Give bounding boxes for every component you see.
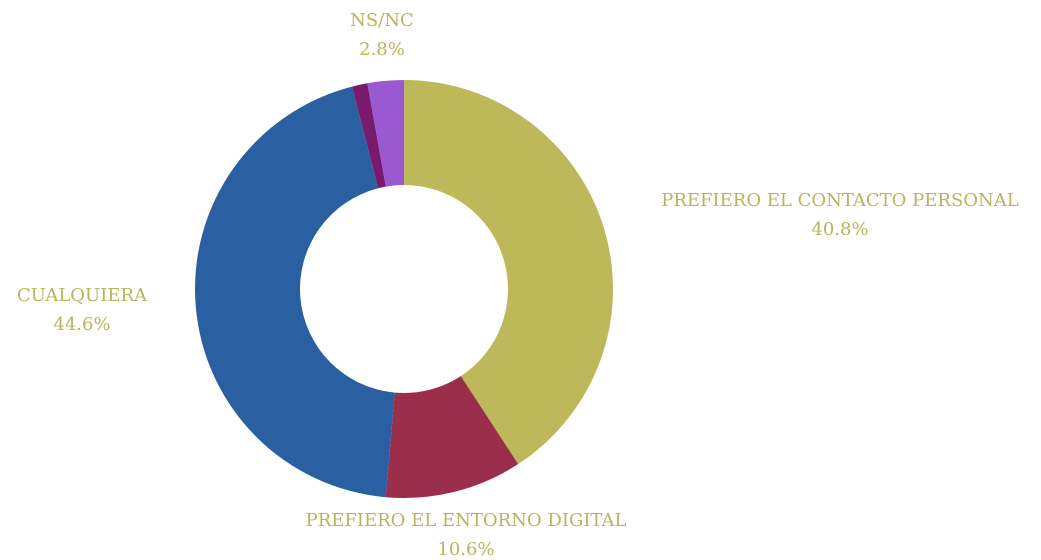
slice-label: CUALQUIERA (17, 285, 148, 306)
slice-value-label: 40.8% (811, 219, 868, 240)
slice-label: NS/NC (350, 10, 414, 31)
slice-value-label: 10.6% (437, 539, 494, 560)
slice-label: PREFIERO EL ENTORNO DIGITAL (306, 510, 627, 531)
donut-slice (404, 80, 613, 465)
slice-label: PREFIERO EL CONTACTO PERSONAL (661, 190, 1019, 211)
slice-value-label: 2.8% (359, 39, 405, 60)
donut-slice (195, 86, 395, 498)
donut-slice (367, 80, 404, 187)
donut-slice (352, 83, 386, 189)
slice-value-label: 44.6% (53, 314, 110, 335)
donut-slice (385, 376, 519, 498)
